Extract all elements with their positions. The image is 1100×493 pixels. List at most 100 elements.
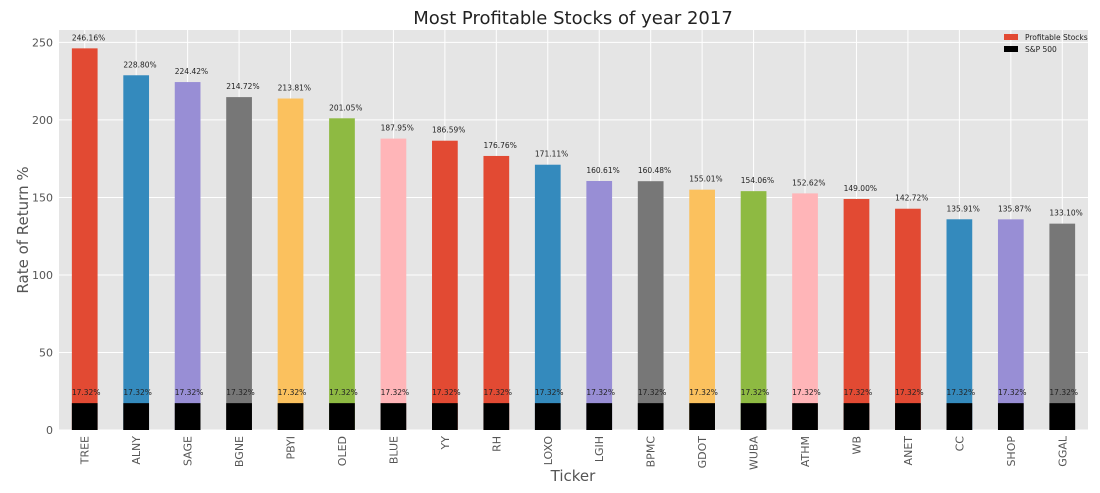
sp500-value-label: 17.32% — [483, 388, 512, 397]
bar-sp500 — [637, 403, 664, 430]
x-tick-label: LOXO — [542, 436, 555, 466]
bar-value-label: 149.00% — [844, 184, 877, 193]
legend-label: Profitable Stocks — [1025, 33, 1088, 42]
legend-label: S&P 500 — [1025, 45, 1057, 54]
x-tick-label: WUBA — [748, 436, 761, 470]
bar-profitable-stocks — [637, 181, 664, 430]
bar-value-label: 171.11% — [535, 150, 568, 159]
y-tick-label: 150 — [32, 191, 53, 204]
plot-area: 0 50 100 150 200 250 246.16% 17.32% TREE 228.80% 1… — [32, 30, 1088, 470]
x-tick-label: TREE — [79, 436, 92, 465]
bar-value-label: 214.72% — [226, 82, 259, 91]
bar-value-label: 160.48% — [638, 166, 671, 175]
sp500-value-label: 17.32% — [381, 388, 410, 397]
sp500-value-label: 17.32% — [947, 388, 976, 397]
bar-sp500 — [586, 403, 613, 430]
bar-sp500 — [174, 403, 201, 430]
bar-sp500 — [226, 403, 252, 430]
bar-sp500 — [740, 403, 767, 430]
bar-sp500 — [277, 403, 304, 430]
x-axis-label: Ticker — [550, 467, 596, 485]
bar-profitable-stocks — [432, 140, 458, 430]
bar-sp500 — [432, 403, 458, 430]
y-tick-label: 100 — [32, 269, 53, 282]
bar-value-label: 213.81% — [278, 84, 311, 93]
bar-value-label: 187.95% — [381, 124, 414, 133]
bar-value-label: 186.59% — [432, 126, 465, 135]
bar-value-label: 133.10% — [1049, 209, 1082, 218]
legend-swatch — [1004, 34, 1018, 40]
bar-sp500 — [534, 403, 561, 430]
plot-background — [59, 30, 1088, 430]
bar-value-label: 135.87% — [998, 204, 1031, 213]
bar-profitable-stocks — [226, 97, 252, 431]
sp500-value-label: 17.32% — [1049, 388, 1078, 397]
bar-profitable-stocks — [277, 98, 304, 430]
bar-value-label: 152.62% — [792, 178, 825, 187]
bar-value-label: 201.05% — [329, 103, 362, 112]
x-tick-label: PBYI — [285, 436, 298, 460]
y-tick-label: 0 — [46, 424, 53, 437]
x-tick-label: RH — [490, 436, 503, 452]
sp500-value-label: 17.32% — [792, 388, 821, 397]
bar-value-label: 135.91% — [947, 204, 980, 213]
sp500-value-label: 17.32% — [895, 388, 924, 397]
sp500-value-label: 17.32% — [175, 388, 204, 397]
bar-profitable-stocks — [997, 219, 1024, 430]
bar-profitable-stocks — [380, 138, 407, 430]
sp500-value-label: 17.32% — [226, 388, 255, 397]
bar-profitable-stocks — [895, 208, 921, 430]
bar-profitable-stocks — [534, 164, 561, 430]
bar-sp500 — [843, 403, 870, 430]
bar-value-label: 246.16% — [72, 33, 105, 42]
x-tick-label: LGIH — [593, 436, 606, 462]
legend-swatch — [1004, 46, 1018, 52]
x-tick-label: OLED — [336, 436, 349, 466]
bar-value-label: 142.72% — [895, 194, 928, 203]
sp500-value-label: 17.32% — [638, 388, 667, 397]
bar-profitable-stocks — [843, 198, 870, 430]
x-tick-label: CC — [953, 436, 966, 452]
bar-profitable-stocks — [174, 82, 201, 430]
bar-value-label: 154.06% — [741, 176, 774, 185]
sp500-value-label: 17.32% — [844, 388, 873, 397]
x-tick-label: ANET — [902, 436, 915, 466]
sp500-value-label: 17.32% — [741, 388, 770, 397]
y-tick-label: 50 — [39, 346, 53, 359]
x-tick-label: GDOT — [696, 436, 709, 469]
sp500-value-label: 17.32% — [998, 388, 1027, 397]
bar-sp500 — [1049, 403, 1076, 430]
bar-profitable-stocks — [329, 118, 355, 431]
x-tick-label: YY — [439, 436, 452, 451]
x-tick-label: ATHM — [799, 436, 812, 467]
x-tick-label: GGAL — [1056, 435, 1069, 467]
bar-value-label: 224.42% — [175, 67, 208, 76]
x-tick-label: BGNE — [233, 436, 246, 467]
bar-value-label: 155.01% — [689, 175, 722, 184]
sp500-value-label: 17.32% — [689, 388, 718, 397]
x-tick-label: ALNY — [130, 436, 143, 465]
x-tick-label: BLUE — [387, 436, 400, 464]
y-tick-label: 200 — [32, 114, 53, 127]
bar-sp500 — [895, 403, 921, 430]
bar-sp500 — [997, 403, 1024, 430]
bar-sp500 — [689, 403, 715, 430]
bar-value-label: 176.76% — [483, 141, 516, 150]
x-tick-label: SAGE — [182, 436, 195, 466]
legend: Profitable Stocks S&P 500 — [1004, 33, 1088, 54]
sp500-value-label: 17.32% — [123, 388, 152, 397]
x-tick-label: SHOP — [1005, 436, 1018, 467]
bar-profitable-stocks — [483, 155, 510, 430]
sp500-value-label: 17.32% — [72, 388, 101, 397]
sp500-value-label: 17.32% — [586, 388, 615, 397]
bar-value-label: 160.61% — [586, 166, 619, 175]
bar-profitable-stocks — [71, 48, 98, 430]
bar-profitable-stocks — [1049, 223, 1076, 430]
sp500-value-label: 17.32% — [278, 388, 307, 397]
sp500-value-label: 17.32% — [329, 388, 358, 397]
bar-sp500 — [380, 403, 407, 430]
bar-profitable-stocks — [946, 219, 973, 430]
bar-profitable-stocks — [689, 189, 715, 430]
